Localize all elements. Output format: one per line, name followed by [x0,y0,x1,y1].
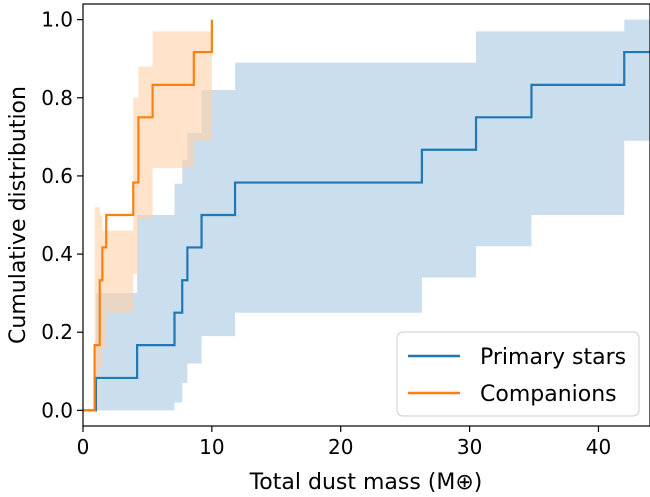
y-tick-label: 0.2 [41,320,73,344]
x-tick-label: 0 [77,435,90,459]
x-tick-label: 30 [457,435,482,459]
legend-box [396,331,640,417]
band-companions [83,19,212,411]
legend-label-companions: Companions [480,382,617,407]
line-primary-stars [83,50,650,412]
x-tick-label: 10 [199,435,224,459]
line-companions [83,19,213,412]
y-tick-label: 0.4 [41,242,73,266]
plot-frame [82,3,650,427]
x-axis-label: Total dust mass (M⊕) [249,470,483,495]
y-tick-label: 0.6 [41,164,73,188]
y-tick-label: 0.8 [41,86,73,110]
y-axis-label: Cumulative distribution [6,86,31,344]
y-tick-label: 1.0 [41,8,73,32]
x-tick-label: 20 [328,435,353,459]
legend: Primary stars Companions [396,331,640,417]
y-axis-ticks: 0.0 0.2 0.4 0.6 0.8 1.0 [41,8,83,422]
x-tick-label: 40 [586,435,611,459]
x-axis-ticks: 0 10 20 30 40 [77,426,611,459]
series-lines [83,19,650,412]
legend-label-primary-stars: Primary stars [480,345,626,370]
y-tick-label: 0.0 [41,398,73,422]
